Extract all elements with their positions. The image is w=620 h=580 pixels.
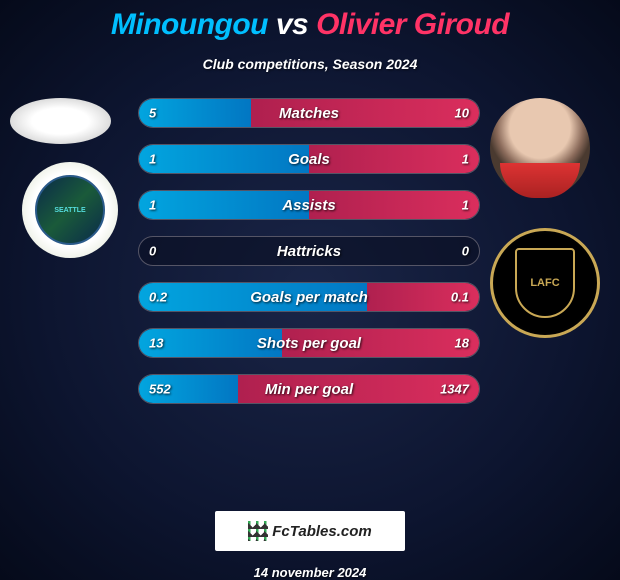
stat-fill-left xyxy=(139,145,309,173)
stat-row: 552 1347 Min per goal xyxy=(138,374,480,404)
stat-value-left: 0 xyxy=(149,244,156,259)
stat-label: Goals xyxy=(288,151,330,168)
stat-value-left: 1 xyxy=(149,152,156,167)
stat-value-right: 1347 xyxy=(440,382,469,397)
subtitle: Club competitions, Season 2024 xyxy=(203,56,418,72)
lafc-badge-icon: LAFC xyxy=(515,248,575,318)
logo-text: FcTables.com xyxy=(272,523,371,540)
stat-value-right: 1 xyxy=(462,152,469,167)
stat-row: 0 0 Hattricks xyxy=(138,236,480,266)
stat-row: 13 18 Shots per goal xyxy=(138,328,480,358)
comparison-title: Minoungou vs Olivier Giroud xyxy=(111,8,509,42)
player1-avatar xyxy=(10,98,111,144)
player2-avatar xyxy=(490,98,590,198)
player1-name: Minoungou xyxy=(111,8,268,41)
stats-arena: SEATTLE LAFC 5 10 Matches 1 1 Goals 1 1 Assists 0… xyxy=(0,90,620,503)
stat-value-right: 1 xyxy=(462,198,469,213)
stat-value-right: 0.1 xyxy=(451,290,469,305)
stat-value-right: 0 xyxy=(462,244,469,259)
content: Minoungou vs Olivier Giroud Club competi… xyxy=(0,0,620,580)
fctables-logo: FcTables.com xyxy=(215,511,405,551)
stat-value-left: 13 xyxy=(149,336,163,351)
stat-label: Min per goal xyxy=(265,381,353,398)
stat-label: Assists xyxy=(282,197,335,214)
player2-club-badge: LAFC xyxy=(490,228,600,338)
stat-row: 1 1 Assists xyxy=(138,190,480,220)
stat-row: 0.2 0.1 Goals per match xyxy=(138,282,480,312)
stat-value-left: 552 xyxy=(149,382,171,397)
stat-label: Matches xyxy=(279,105,339,122)
player1-club-badge: SEATTLE xyxy=(22,162,118,258)
stat-row: 5 10 Matches xyxy=(138,98,480,128)
stat-label: Goals per match xyxy=(250,289,368,306)
stat-value-right: 10 xyxy=(455,106,469,121)
stat-fill-right xyxy=(309,145,479,173)
stat-bars: 5 10 Matches 1 1 Goals 1 1 Assists 0 0 Hattricks 0.2… xyxy=(138,98,480,404)
vs-text: vs xyxy=(276,8,308,41)
date-text: 14 november 2024 xyxy=(254,565,367,580)
stat-value-right: 18 xyxy=(455,336,469,351)
logo-icon xyxy=(248,521,268,541)
stat-label: Shots per goal xyxy=(257,335,361,352)
stat-row: 1 1 Goals xyxy=(138,144,480,174)
stat-value-left: 0.2 xyxy=(149,290,167,305)
seattle-badge-icon: SEATTLE xyxy=(35,175,105,245)
stat-label: Hattricks xyxy=(277,243,341,260)
stat-value-left: 1 xyxy=(149,198,156,213)
stat-value-left: 5 xyxy=(149,106,156,121)
player2-name: Olivier Giroud xyxy=(316,8,509,41)
